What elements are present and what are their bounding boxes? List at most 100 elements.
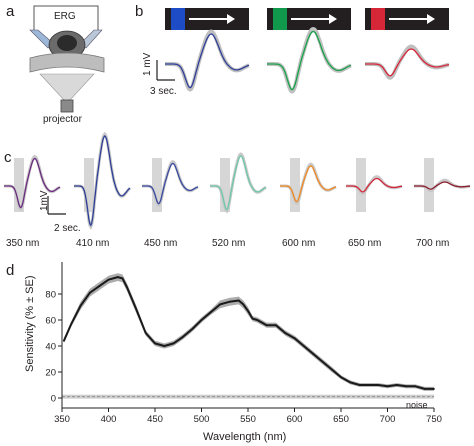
arrow-right-icon — [329, 14, 337, 24]
sensitivity-point — [89, 291, 91, 294]
stimulus-window — [290, 158, 300, 212]
x-tick-label: 750 — [426, 414, 442, 425]
sensitivity-point — [70, 323, 73, 325]
sensitivity-point — [79, 304, 82, 307]
wavelength-label: 410 nm — [76, 238, 109, 249]
stimulus-flash — [273, 8, 287, 30]
stimulus-blue — [165, 8, 249, 30]
sensitivity-point — [107, 278, 110, 281]
trace-line — [142, 162, 199, 205]
trace-se-band — [414, 178, 471, 193]
arrow-right-icon — [427, 14, 435, 24]
trace-se-band — [266, 27, 352, 94]
sensitivity-point — [163, 345, 166, 347]
projector-label: projector — [43, 114, 83, 125]
stimulus-window — [356, 158, 366, 212]
sensitivity-point — [423, 388, 426, 390]
arrow-right-icon — [227, 14, 235, 24]
sensitivity-point — [312, 352, 314, 355]
x-tick-label: 500 — [194, 414, 210, 425]
sensitivity-point — [219, 303, 222, 306]
stimulus-window — [84, 158, 94, 212]
sensitivity-point — [116, 276, 119, 278]
trace-group-520nm: 520 nm — [210, 152, 267, 249]
stimulus-red — [365, 8, 449, 30]
sensitivity-point — [265, 324, 268, 327]
y-tick-label: 60 — [45, 316, 56, 327]
sensitivity-point — [358, 384, 361, 386]
sensitivity-point — [182, 336, 184, 338]
sensitivity-point — [237, 299, 240, 302]
sensitivity-point — [242, 303, 245, 306]
y-tick-label: 20 — [45, 368, 56, 379]
wavelength-label: 520 nm — [212, 238, 245, 249]
sensitivity-point — [321, 360, 324, 363]
light-cone — [39, 73, 95, 101]
eye-lens — [57, 35, 77, 51]
stimulus-green — [267, 8, 351, 30]
trace-blue — [165, 33, 250, 89]
trace-group-600nm: 600 nm — [280, 158, 337, 249]
trace-line — [280, 165, 337, 203]
sensitivity-point — [228, 300, 231, 303]
trace-line — [346, 177, 403, 193]
y-tick-label: 80 — [45, 290, 56, 301]
sensitivity-point — [330, 368, 333, 371]
trace-group-700nm: 700 nm — [414, 158, 471, 249]
sensitivity-point — [377, 384, 380, 386]
x-tick-label: 550 — [240, 414, 256, 425]
y-tick-label: 40 — [45, 342, 56, 353]
b-time-label: 3 sec. — [150, 86, 177, 97]
sensitivity-line — [62, 276, 434, 390]
trace-group-450nm: 450 nm — [142, 158, 199, 249]
x-tick-label: 450 — [147, 414, 163, 425]
sensitivity-point — [275, 324, 277, 327]
trace-line — [210, 155, 267, 211]
trace-group-650nm: 650 nm — [346, 158, 403, 249]
x-axis-label: Wavelength (nm) — [203, 431, 286, 443]
stimulus-flash — [171, 8, 185, 30]
wavelength-label: 650 nm — [348, 238, 381, 249]
x-tick-label: 650 — [333, 414, 349, 425]
trace-line — [74, 135, 131, 227]
projector-icon — [60, 99, 74, 113]
y-tick-label: 0 — [51, 394, 56, 405]
sensitivity-point — [340, 376, 342, 379]
sensitivity-point — [386, 385, 389, 388]
sensitivity-point — [349, 381, 352, 384]
sensitivity-point — [154, 342, 156, 345]
panel-a-letter: a — [6, 3, 15, 20]
sensitivity-point — [251, 317, 254, 320]
c-scale-label: 1mV — [39, 190, 50, 211]
wavelength-label: 450 nm — [144, 238, 177, 249]
trace-red — [365, 48, 450, 77]
erg-label: ERG — [54, 11, 76, 22]
trace-line — [414, 181, 470, 190]
sensitivity-point — [395, 384, 398, 386]
x-tick-label: 400 — [101, 414, 117, 425]
y-axis-label: Sensitivity (% ± SE) — [24, 275, 36, 372]
sensitivity-point — [98, 285, 101, 288]
trace-green — [267, 30, 352, 91]
sensitivity-point — [135, 308, 138, 311]
wavelength-label: 700 nm — [416, 238, 449, 249]
b-scale-label: 1 mV — [142, 52, 153, 76]
trace-group-410nm: 410 nm — [74, 131, 131, 249]
stimulus-window — [152, 158, 162, 212]
sensitivity-point — [172, 342, 175, 345]
trace-group-350nm: 350 nm — [4, 154, 61, 249]
sensitivity-point — [144, 332, 147, 334]
x-tick-label: 350 — [54, 414, 70, 425]
sensitivity-point — [293, 337, 296, 340]
panel-d-letter: d — [6, 262, 14, 279]
sensitivity-point — [368, 384, 370, 386]
sensitivity-point — [302, 345, 305, 347]
sensitivity-point — [121, 277, 124, 280]
sensitivity-point — [62, 339, 65, 342]
sensitivity-point — [126, 286, 128, 289]
trace-line — [4, 157, 61, 209]
panel-c-letter: c — [4, 149, 12, 166]
wavelength-label: 600 nm — [282, 238, 315, 249]
panel-c: c 350 nm 410 nm 450 nm 520 nm 600 nm 650 nm 70… — [4, 131, 471, 249]
sensitivity-point — [247, 310, 249, 312]
